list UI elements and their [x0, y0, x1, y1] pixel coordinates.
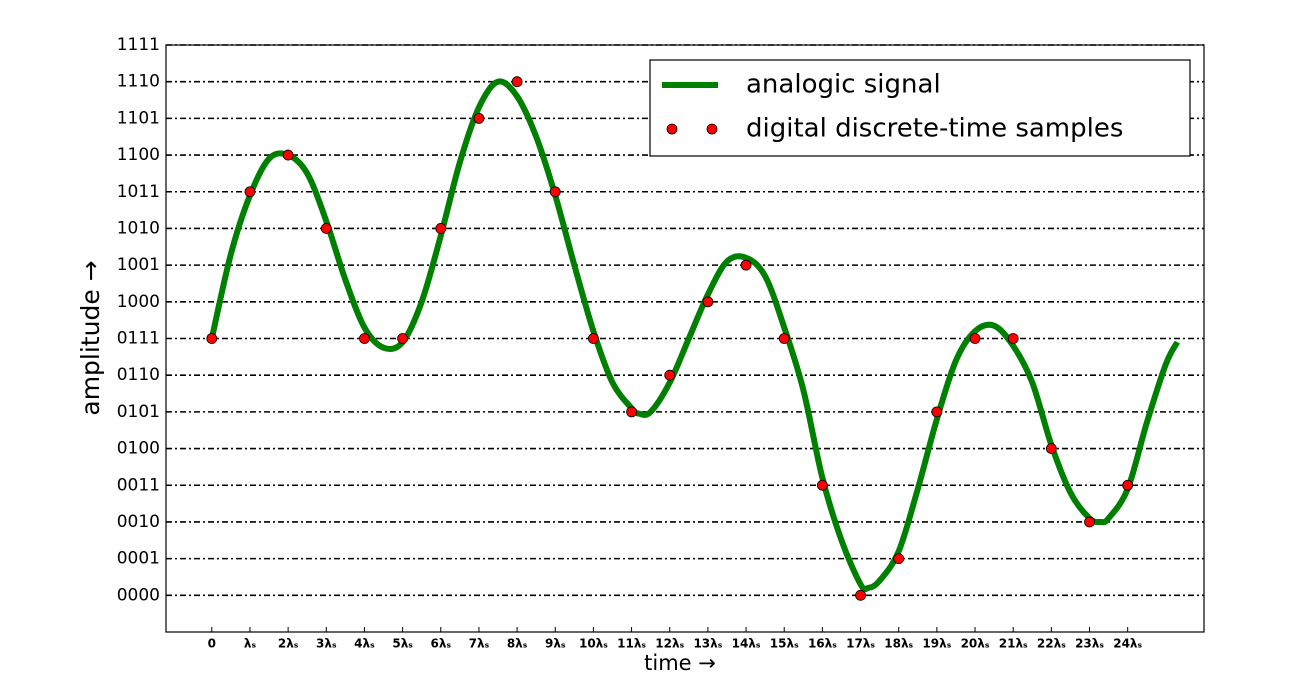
sample-point — [244, 186, 256, 198]
y-tick-label: 0011 — [117, 475, 160, 495]
x-axis-label: time → — [644, 651, 716, 674]
sample-point — [969, 333, 981, 344]
x-tick-label: 10λₛ — [579, 637, 608, 651]
x-tick-label: 11λₛ — [617, 637, 646, 651]
x-tick-label: 8λₛ — [507, 637, 528, 651]
sample-point — [931, 406, 943, 418]
legend-label: digital discrete-time samples — [746, 114, 1123, 144]
x-tick-label: 21λₛ — [999, 637, 1028, 651]
x-tick-label: 23λₛ — [1075, 637, 1104, 651]
sample-point — [511, 76, 523, 88]
y-tick-label: 0100 — [117, 439, 160, 459]
sample-point — [320, 223, 332, 234]
sample-point — [282, 149, 294, 161]
sample-point — [702, 296, 714, 308]
y-tick-label: 0101 — [117, 402, 160, 422]
sample-point — [893, 553, 905, 565]
x-tick-label: λₛ — [244, 637, 257, 651]
plot-frame — [165, 44, 1205, 633]
sample-point — [816, 479, 828, 491]
y-tick-label: 0001 — [117, 549, 160, 569]
x-tick-label: 18λₛ — [884, 637, 913, 651]
y-tick-label: 1011 — [117, 182, 160, 202]
x-tick-label: 20λₛ — [961, 637, 990, 651]
x-tick-label: 16λₛ — [808, 637, 837, 651]
y-tick-label: 1010 — [117, 218, 160, 238]
x-tick-label: 17λₛ — [846, 637, 875, 651]
sample-point — [473, 112, 485, 124]
sample-point — [206, 333, 218, 344]
sample-point — [1045, 443, 1057, 454]
sample-point — [740, 259, 752, 271]
x-tick-label: 12λₛ — [655, 637, 684, 651]
sample-point — [549, 186, 561, 198]
x-tick-label: 13λₛ — [693, 637, 722, 651]
sample-point — [778, 333, 790, 344]
y-tick-label: 1000 — [117, 292, 160, 312]
x-tick-label: 3λₛ — [316, 637, 337, 651]
y-tick-label: 0110 — [117, 365, 160, 385]
y-tick-label: 1101 — [117, 108, 160, 128]
y-tick-label: 1100 — [117, 145, 160, 165]
y-tick-label: 0000 — [117, 585, 160, 605]
y-tick-label: 1001 — [117, 255, 160, 275]
legend-box — [649, 59, 1191, 157]
x-tick-label: 6λₛ — [431, 637, 452, 651]
y-tick-label: 0111 — [117, 329, 160, 349]
legend-swatch — [706, 123, 718, 135]
x-tick-label: 7λₛ — [469, 637, 490, 651]
x-tick-label: 0 — [208, 637, 216, 651]
x-tick-label: 15λₛ — [770, 637, 799, 651]
y-tick-label: 0010 — [117, 512, 160, 532]
signal-line — [208, 78, 1180, 593]
sample-point — [1084, 516, 1095, 528]
y-tick-label: 1110 — [117, 72, 160, 92]
x-tick-label: 4λₛ — [354, 637, 375, 651]
legend-swatch — [666, 123, 678, 135]
sample-point — [1122, 479, 1134, 491]
y-tick-label: 1111 — [117, 35, 160, 55]
sample-point — [359, 333, 370, 344]
legend-label: analogic signal — [746, 70, 941, 100]
sample-point — [626, 406, 637, 418]
x-tick-label: 9λₛ — [545, 637, 566, 651]
sample-point — [1007, 333, 1019, 344]
sample-point — [435, 223, 447, 234]
x-tick-label: 14λₛ — [732, 637, 761, 651]
y-axis-label: amplitude → — [76, 260, 105, 415]
sample-point — [855, 589, 866, 601]
x-tick-label: 19λₛ — [922, 637, 951, 651]
x-tick-label: 24λₛ — [1113, 637, 1142, 651]
sample-point — [397, 333, 409, 344]
x-tick-label: 22λₛ — [1037, 637, 1066, 651]
x-tick-label: 2λₛ — [278, 637, 299, 651]
x-tick-label: 5λₛ — [392, 637, 413, 651]
sample-point — [664, 369, 676, 381]
sample-point — [588, 333, 599, 344]
